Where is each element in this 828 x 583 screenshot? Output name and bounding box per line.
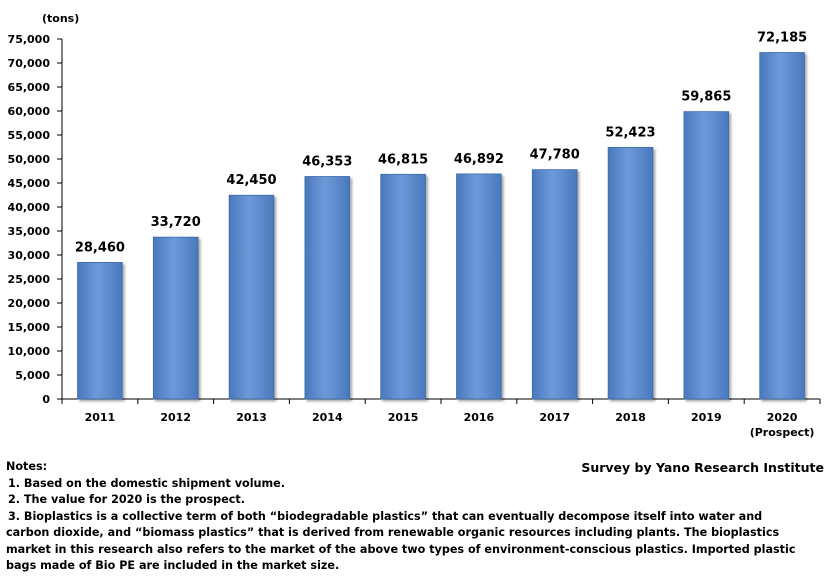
bar-2011 [77, 261, 123, 400]
x-tick-label-2017: 2017 [539, 411, 570, 424]
x-tick-label-2014: 2014 [312, 411, 343, 424]
y-tick-label: 65,000 [8, 81, 51, 94]
notes-heading: Notes: [6, 460, 48, 473]
y-axis-unit-label: (tons) [42, 12, 79, 25]
bar-2019 [683, 111, 730, 400]
value-label-2012: 33,720 [151, 215, 201, 230]
note-line: 3. Bioplastics is a collective term of b… [8, 509, 763, 523]
y-tick-label: 10,000 [8, 345, 51, 358]
value-label-2016: 46,892 [454, 152, 504, 167]
bar-2014 [304, 176, 351, 400]
value-label-2019: 59,865 [681, 90, 731, 105]
bar-2015 [380, 173, 426, 400]
source-credit: Survey by Yano Research Institute [581, 460, 824, 475]
bar-2013 [228, 194, 275, 400]
bar-2016 [456, 173, 502, 400]
notes-block: Notes: 1. Based on the domestic shipment… [6, 459, 824, 575]
x-tick-label-2019: 2019 [691, 411, 722, 424]
value-label-2013: 42,450 [226, 173, 276, 188]
y-tick-label: 15,000 [8, 321, 51, 334]
x-tick-label-2015: 2015 [388, 411, 419, 424]
y-tick-label: 55,000 [8, 129, 51, 142]
y-tick-label: 40,000 [8, 201, 51, 214]
y-tick-label: 25,000 [8, 273, 51, 286]
x-tick-sublabel: (Prospect) [750, 426, 815, 439]
x-tick-label-2012: 2012 [160, 411, 191, 424]
y-tick-label: 30,000 [8, 249, 51, 262]
y-tick-label: 45,000 [8, 177, 51, 190]
y-tick-label: 0 [42, 393, 50, 406]
note-line: market in this research also refers to t… [6, 542, 796, 556]
value-label-2015: 46,815 [378, 152, 428, 167]
value-label-2011: 28,460 [75, 240, 125, 255]
y-tick-label: 20,000 [8, 297, 51, 310]
y-tick-label: 50,000 [8, 153, 51, 166]
value-label-2020: 72,185 [757, 31, 807, 46]
value-labels-group: 28,460 33,720 42,450 46,353 46,815 46,892 47,7… [75, 31, 807, 256]
x-tick-label-2013: 2013 [236, 411, 267, 424]
value-label-2018: 52,423 [605, 125, 655, 140]
y-tick-label: 35,000 [8, 225, 51, 238]
bar-2020 [759, 52, 805, 400]
note-line: 1. Based on the domestic shipment volume… [8, 476, 285, 490]
bar-2018 [607, 146, 654, 400]
bar-2012 [152, 236, 199, 400]
y-tick-label: 70,000 [8, 57, 51, 70]
note-line: carbon dioxide, and “biomass plastics” t… [6, 526, 780, 539]
bars-group [77, 52, 805, 400]
x-axis: 2011 2012 2013 2014 2015 2016 2017 2018 2019 2020… [61, 398, 821, 439]
y-tick-label: 75,000 [8, 33, 51, 46]
value-label-2014: 46,353 [302, 155, 352, 170]
note-line: 2. The value for 2020 is the prospect. [8, 493, 246, 506]
y-axis: 0 5,000 10,000 15,000 20,000 25,000 30,000 35,0… [8, 33, 63, 406]
x-tick-label-2020: 2020 [767, 411, 798, 424]
y-tick-label: 60,000 [8, 105, 51, 118]
value-label-2017: 47,780 [530, 148, 580, 163]
y-tick-label: 5,000 [15, 369, 50, 382]
note-line: bags made of Bio PE are included in the … [6, 559, 340, 572]
x-tick-label-2018: 2018 [615, 411, 646, 424]
x-tick-label-2016: 2016 [464, 411, 495, 424]
bar-2017 [531, 169, 578, 400]
x-tick-label-2011: 2011 [85, 411, 116, 424]
bar-chart: (tons) 0 5,000 10,000 15,000 20,000 25,000 30,… [8, 12, 821, 439]
